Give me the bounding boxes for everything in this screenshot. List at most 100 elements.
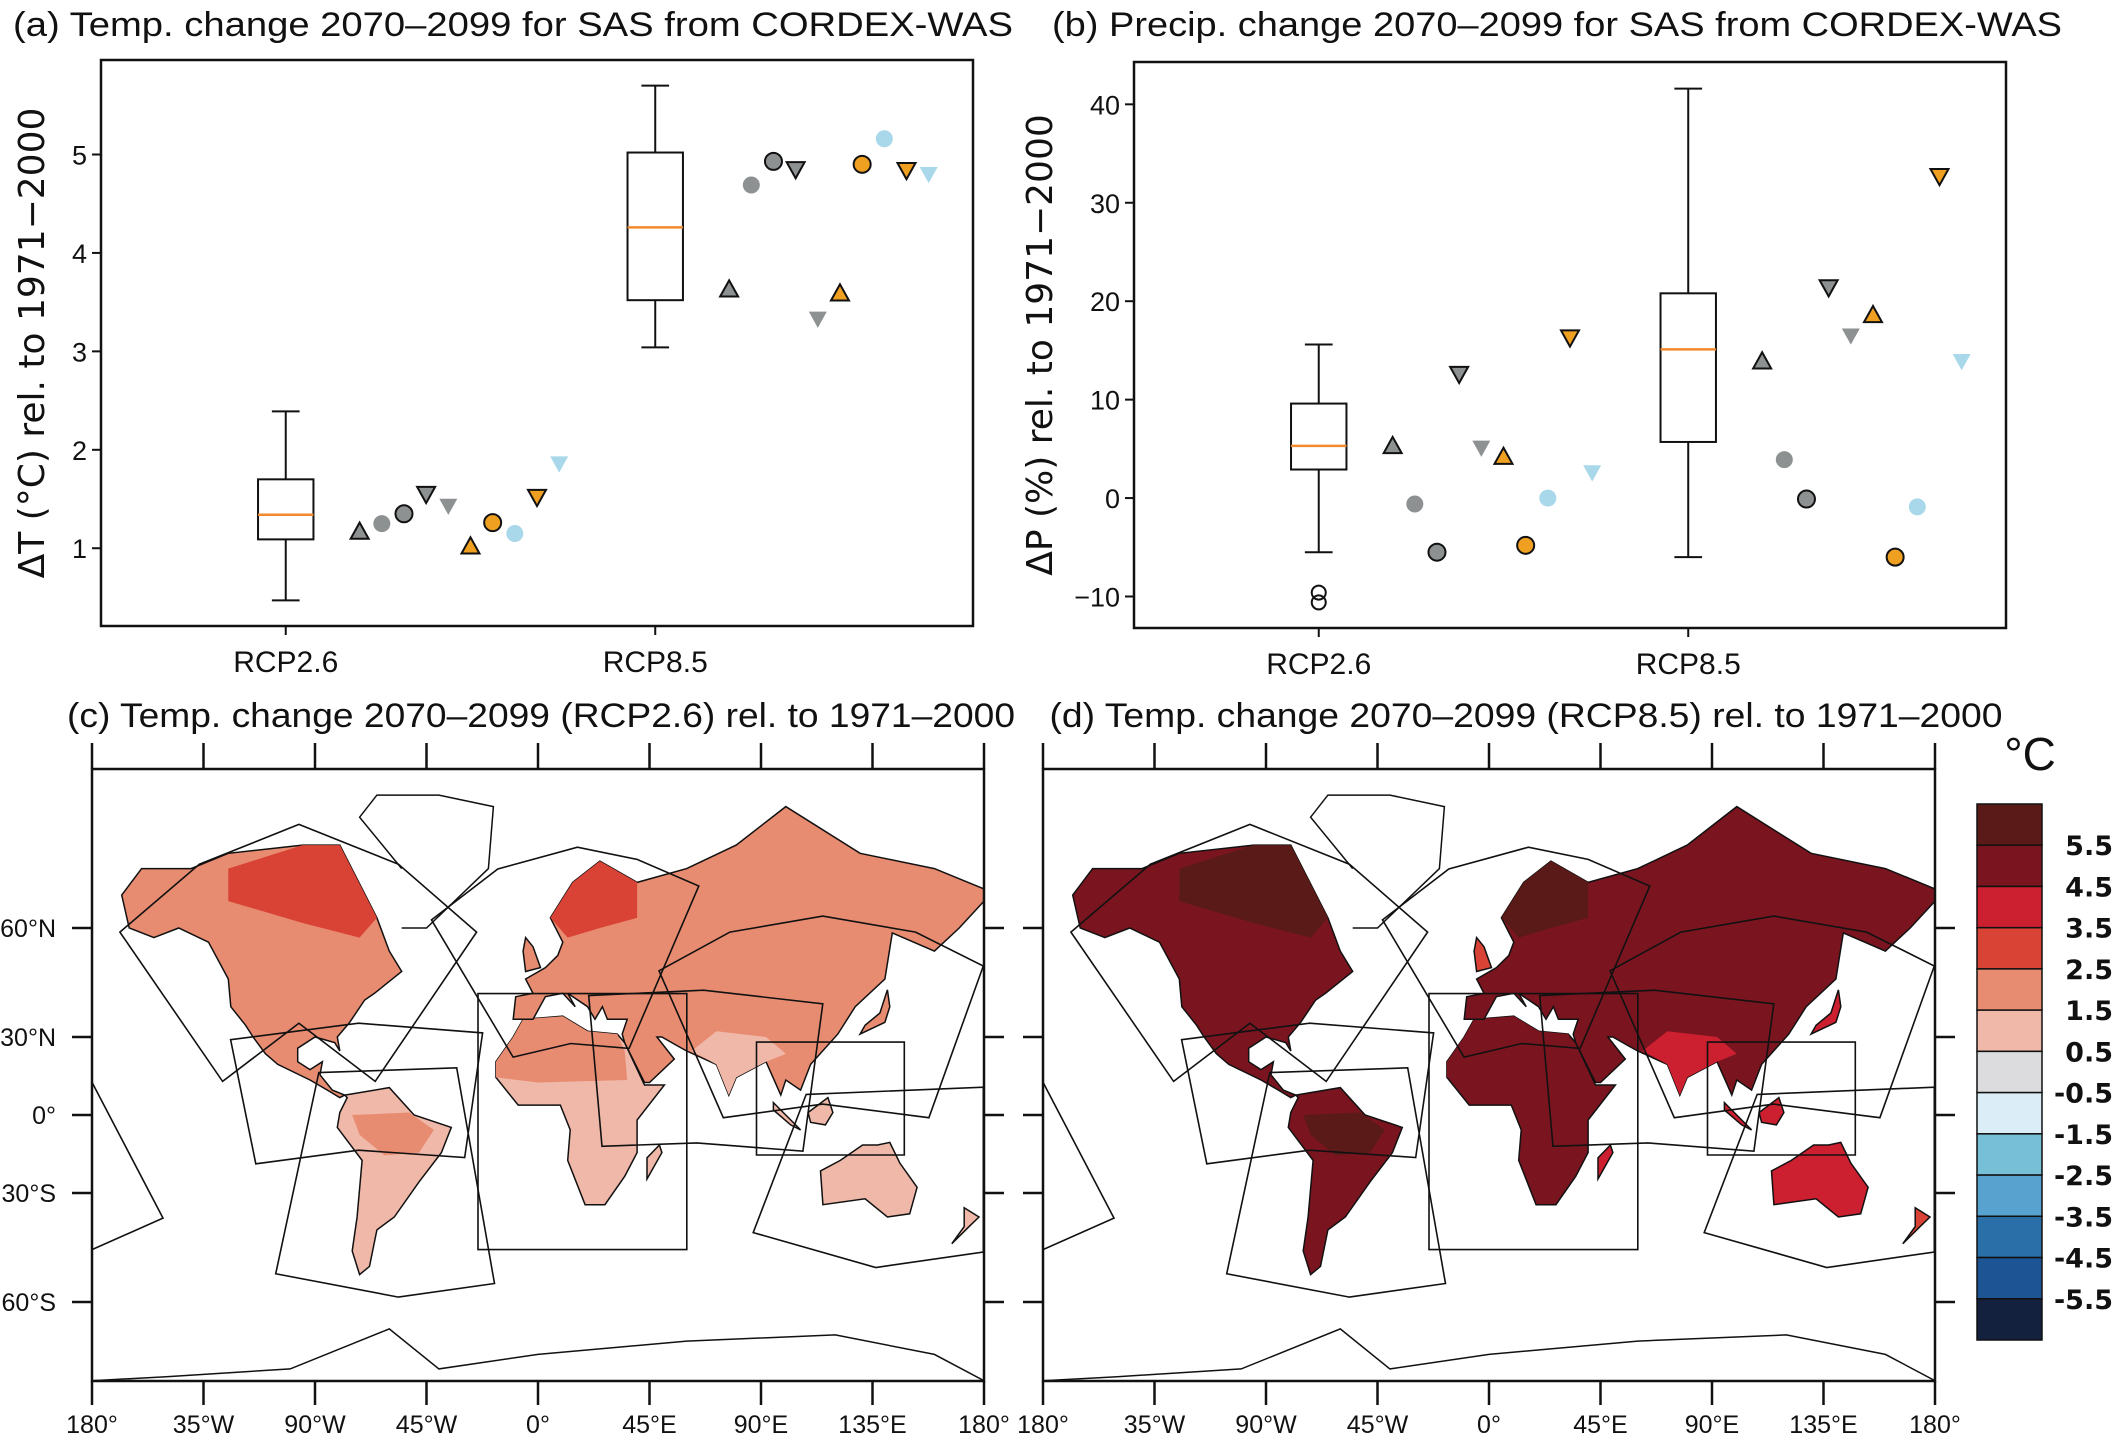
lon-label: 45°E: [622, 1411, 676, 1439]
coastline-antarctica: [1043, 1328, 1935, 1381]
model-point-triangle-down: [1583, 465, 1602, 482]
model-point-circle: [1775, 451, 1793, 469]
model-point-triangle-up: [459, 535, 482, 555]
panel-b-boxplot: −10 0 10 20 30 40 RCP2.6 RCP8.5: [1074, 60, 2008, 681]
coastline-greenland: [358, 794, 495, 929]
panel-c-map: 180° 35°W 90°W 45°W 0° 45°E 90°E 135°E 180° 60°N 3…: [0, 743, 1010, 1439]
lon-label: 135°E: [1789, 1411, 1857, 1439]
colorbar-swatch: [1976, 926, 2043, 970]
y-tick-label: −10: [1074, 583, 1120, 613]
panel-b-ylabel: ΔP (%) rel. to 1971−2000: [1020, 114, 1061, 576]
model-point-triangle-up: [1862, 303, 1884, 324]
colorbar-swatch: [1976, 844, 2043, 888]
model-point-circle: [1796, 489, 1816, 509]
lon-label: 90°E: [1685, 1411, 1739, 1439]
cordex-domain-outline: [118, 823, 478, 1083]
lat-label: 60°S: [2, 1289, 56, 1317]
colorbar-label: -2.5: [2054, 1161, 2113, 1192]
region-new-zealand: [1902, 1206, 1932, 1245]
model-point-triangle-down: [895, 162, 918, 182]
model-point-circle: [1885, 547, 1905, 567]
region-uk: [1473, 935, 1493, 973]
iqr-box: [1290, 402, 1348, 471]
lon-label: 45°E: [1573, 1411, 1627, 1439]
panel-a-ylabel: ΔT (°C) rel. to 1971−2000: [12, 108, 53, 579]
lon-label: 90°W: [284, 1411, 346, 1439]
region-eurasia: [1463, 805, 1935, 1098]
y-tick-label: 4: [72, 239, 87, 269]
lon-label: 90°W: [1235, 1411, 1297, 1439]
region-borneo: [807, 1096, 834, 1126]
model-point-circle: [1427, 542, 1447, 562]
panel-a-boxplot: 1 2 3 4 5 RCP2.6 RCP8.5: [72, 58, 975, 679]
region-amazon: [352, 1112, 434, 1156]
colorbar-swatch: [1976, 1133, 2043, 1176]
region-sumatra: [772, 1100, 802, 1131]
colorbar-swatch: [1976, 1256, 2043, 1300]
region-sahara: [1446, 1016, 1579, 1083]
region-canada-north: [228, 845, 377, 938]
model-point-circle: [875, 130, 893, 148]
map-content: [92, 794, 984, 1381]
region-scandinavia: [550, 861, 638, 938]
region-borneo: [1758, 1096, 1785, 1126]
colorbar-swatch: [1976, 1215, 2043, 1259]
model-point-circle: [506, 524, 524, 542]
cordex-domain-outline: [1043, 1081, 1116, 1251]
model-point-triangle-up: [718, 278, 740, 298]
lat-label: 30°N: [0, 1024, 56, 1052]
region-amazon: [1303, 1112, 1385, 1156]
model-point-triangle-down: [1952, 354, 1971, 371]
model-point-triangle-down: [1559, 329, 1581, 349]
model-point-circle: [1516, 535, 1536, 555]
map-canvas: 180° 35°W 90°W 45°W 0° 45°E 90°E 135°E 180° 60°N 3…: [0, 743, 1010, 1439]
region-sumatra: [1723, 1100, 1753, 1131]
y-tick-label: 2: [72, 436, 87, 466]
lon-label: 180°: [1017, 1411, 1069, 1439]
x-tick-label: RCP2.6: [233, 646, 338, 679]
model-point-triangle-down: [439, 498, 458, 515]
cordex-domain-outline: [1538, 989, 1775, 1153]
region-madagascar: [646, 1143, 663, 1182]
region-australia: [1770, 1141, 1869, 1218]
cordex-domain-outline: [1706, 1041, 1857, 1156]
model-point-circle: [763, 151, 783, 171]
model-point-triangle-up: [1492, 445, 1515, 465]
plot-frame: [99, 58, 975, 628]
cordex-domain-outline: [1225, 1066, 1447, 1298]
lon-label: 180°: [66, 1411, 118, 1439]
panel-c-title: (c) Temp. change 2070–2099 (RCP2.6) rel.…: [67, 697, 1015, 735]
colorbar-label: -0.5: [2054, 1079, 2113, 1110]
region-new-zealand: [951, 1206, 981, 1245]
y-tick-label: 40: [1090, 90, 1120, 120]
lon-label: 135°E: [838, 1411, 906, 1439]
colorbar-label: 1.5: [2065, 996, 2113, 1027]
colorbar-swatch: [1976, 1298, 2043, 1341]
y-tick-label: 0: [1105, 484, 1120, 514]
model-point-triangle-down: [550, 456, 569, 473]
cordex-domain-outline: [1069, 823, 1429, 1083]
x-tick-label: RCP8.5: [1636, 648, 1741, 681]
lon-label: 45°W: [396, 1411, 458, 1439]
lon-label: 180°: [1909, 1411, 1961, 1439]
region-south-asia: [1642, 1031, 1737, 1096]
cordex-domain-outline: [274, 1066, 496, 1298]
cordex-domain-outline: [430, 846, 700, 1059]
model-point-triangle-down: [1817, 279, 1840, 299]
lat-label: 30°S: [2, 1180, 56, 1208]
colorbar-label: 4.5: [2065, 872, 2113, 903]
iqr-box: [257, 478, 315, 541]
panel-d-map: 180° 35°W 90°W 45°W 0° 45°E 90°E 135°E 180°: [1017, 743, 1961, 1439]
plot-frame: [1132, 60, 2008, 630]
colorbar-swatch: [1976, 1009, 2043, 1053]
colorbar-label: -4.5: [2054, 1244, 2113, 1275]
model-point-circle: [1908, 498, 1926, 516]
colorbar-label: -1.5: [2054, 1120, 2113, 1151]
map-canvas: 180° 35°W 90°W 45°W 0° 45°E 90°E 135°E 180°: [1017, 743, 1961, 1439]
region-uk: [522, 935, 542, 973]
x-tick-label: RCP2.6: [1266, 648, 1371, 681]
colorbar-swatch: [1976, 1050, 2043, 1094]
lat-label: 0°: [32, 1102, 56, 1130]
outlier-point: [1310, 594, 1327, 611]
region-eurasia: [512, 805, 984, 1098]
